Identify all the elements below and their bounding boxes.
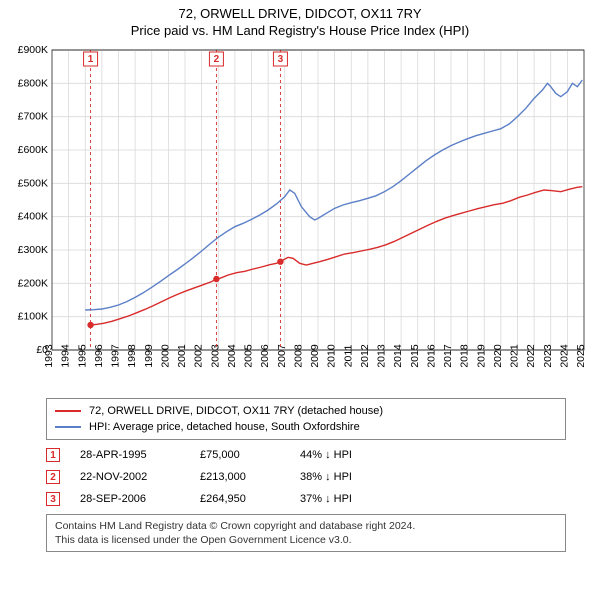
- svg-text:2001: 2001: [176, 344, 188, 368]
- svg-text:£100K: £100K: [18, 311, 48, 323]
- event-date: 22-NOV-2002: [80, 471, 180, 483]
- chart-container: £0£100K£200K£300K£400K£500K£600K£700K£80…: [6, 42, 594, 392]
- legend-swatch: [55, 410, 81, 412]
- svg-text:2002: 2002: [193, 344, 205, 368]
- svg-text:£600K: £600K: [18, 144, 48, 156]
- svg-text:£500K: £500K: [18, 177, 48, 189]
- svg-text:2007: 2007: [276, 344, 288, 368]
- legend-box: 72, ORWELL DRIVE, DIDCOT, OX11 7RY (deta…: [46, 398, 566, 440]
- svg-text:2025: 2025: [575, 344, 587, 368]
- svg-text:£700K: £700K: [18, 111, 48, 123]
- event-price: £75,000: [200, 449, 280, 461]
- svg-text:£900K: £900K: [18, 44, 48, 56]
- svg-text:1997: 1997: [110, 344, 122, 368]
- chart-svg: £0£100K£200K£300K£400K£500K£600K£700K£80…: [6, 42, 594, 392]
- svg-text:2022: 2022: [525, 344, 537, 368]
- svg-text:2024: 2024: [558, 344, 570, 368]
- svg-text:2006: 2006: [259, 344, 271, 368]
- svg-text:2004: 2004: [226, 344, 238, 368]
- svg-text:1996: 1996: [93, 344, 105, 368]
- svg-text:2023: 2023: [542, 344, 554, 368]
- event-date: 28-APR-1995: [80, 449, 180, 461]
- legend-label: HPI: Average price, detached house, Sout…: [89, 421, 360, 433]
- svg-text:2000: 2000: [159, 344, 171, 368]
- event-delta: 44% ↓ HPI: [300, 449, 400, 461]
- legend-row: 72, ORWELL DRIVE, DIDCOT, OX11 7RY (deta…: [55, 403, 557, 419]
- event-marker: 3: [46, 492, 60, 506]
- events-block: 1 28-APR-1995 £75,000 44% ↓ HPI 2 22-NOV-2002…: [46, 444, 594, 510]
- svg-text:3: 3: [278, 54, 284, 65]
- footer-attribution: Contains HM Land Registry data © Crown c…: [46, 514, 566, 552]
- event-row: 1 28-APR-1995 £75,000 44% ↓ HPI: [46, 444, 594, 466]
- legend-row: HPI: Average price, detached house, Sout…: [55, 419, 557, 435]
- svg-text:2017: 2017: [442, 344, 454, 368]
- event-marker: 2: [46, 470, 60, 484]
- svg-text:2005: 2005: [243, 344, 255, 368]
- svg-text:1995: 1995: [76, 344, 88, 368]
- event-delta: 38% ↓ HPI: [300, 471, 400, 483]
- svg-text:2013: 2013: [376, 344, 388, 368]
- svg-text:£300K: £300K: [18, 244, 48, 256]
- svg-text:1993: 1993: [43, 344, 55, 368]
- svg-text:£800K: £800K: [18, 77, 48, 89]
- legend-label: 72, ORWELL DRIVE, DIDCOT, OX11 7RY (deta…: [89, 405, 383, 417]
- svg-text:1994: 1994: [60, 344, 72, 368]
- title-address: 72, ORWELL DRIVE, DIDCOT, OX11 7RY: [6, 6, 594, 21]
- chart-title-block: 72, ORWELL DRIVE, DIDCOT, OX11 7RY Price…: [6, 6, 594, 38]
- svg-text:2015: 2015: [409, 344, 421, 368]
- svg-text:2003: 2003: [209, 344, 221, 368]
- svg-text:2014: 2014: [392, 344, 404, 368]
- event-price: £264,950: [200, 493, 280, 505]
- footer-line2: This data is licensed under the Open Gov…: [55, 533, 557, 547]
- title-subtitle: Price paid vs. HM Land Registry's House …: [6, 23, 594, 38]
- svg-text:2018: 2018: [459, 344, 471, 368]
- svg-text:£400K: £400K: [18, 211, 48, 223]
- svg-text:2019: 2019: [475, 344, 487, 368]
- svg-text:2021: 2021: [509, 344, 521, 368]
- svg-text:1999: 1999: [143, 344, 155, 368]
- event-price: £213,000: [200, 471, 280, 483]
- svg-text:2: 2: [214, 54, 220, 65]
- svg-text:2016: 2016: [425, 344, 437, 368]
- footer-line1: Contains HM Land Registry data © Crown c…: [55, 519, 557, 533]
- svg-text:2012: 2012: [359, 344, 371, 368]
- svg-text:1998: 1998: [126, 344, 138, 368]
- svg-text:2009: 2009: [309, 344, 321, 368]
- svg-text:1: 1: [88, 54, 94, 65]
- legend-swatch: [55, 426, 81, 428]
- svg-text:2010: 2010: [326, 344, 338, 368]
- event-row: 3 28-SEP-2006 £264,950 37% ↓ HPI: [46, 488, 594, 510]
- svg-text:2011: 2011: [342, 345, 354, 368]
- event-date: 28-SEP-2006: [80, 493, 180, 505]
- svg-text:£200K: £200K: [18, 277, 48, 289]
- event-delta: 37% ↓ HPI: [300, 493, 400, 505]
- svg-text:2020: 2020: [492, 344, 504, 368]
- event-row: 2 22-NOV-2002 £213,000 38% ↓ HPI: [46, 466, 594, 488]
- event-marker: 1: [46, 448, 60, 462]
- svg-text:2008: 2008: [292, 344, 304, 368]
